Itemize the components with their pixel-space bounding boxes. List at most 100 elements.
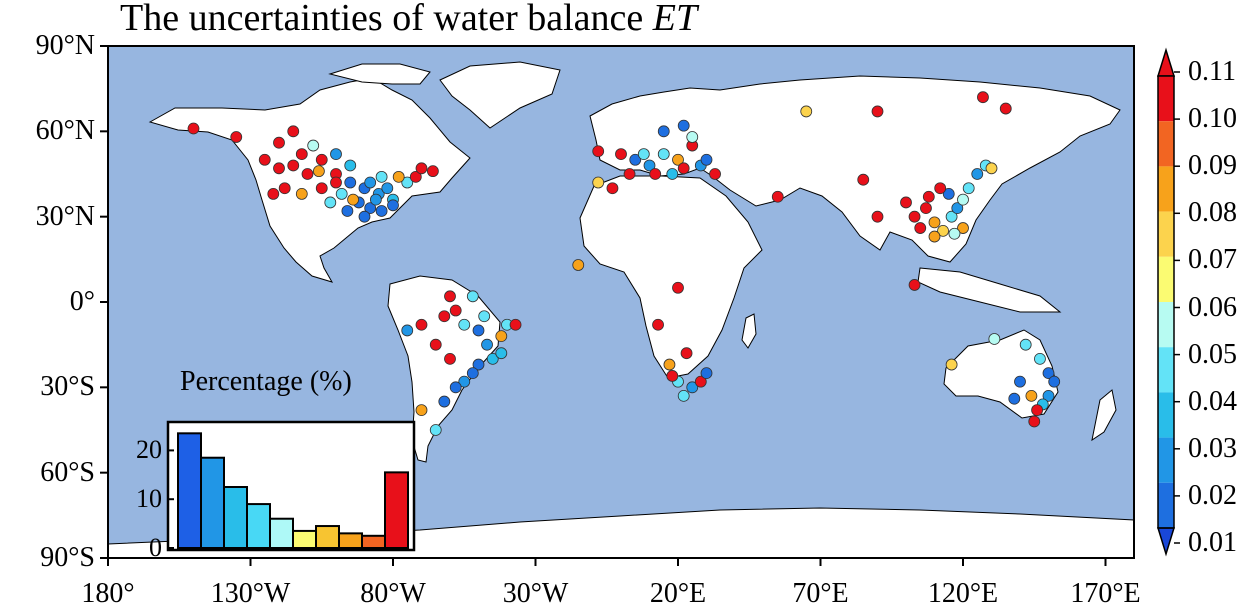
station-marker bbox=[977, 91, 989, 104]
station-marker bbox=[478, 310, 491, 323]
station-marker bbox=[971, 168, 984, 180]
station-marker bbox=[392, 170, 405, 183]
station-marker bbox=[375, 205, 388, 217]
station-marker bbox=[344, 176, 357, 189]
histogram-ytick-label: 0 bbox=[149, 533, 162, 562]
station-marker bbox=[871, 210, 884, 223]
station-marker bbox=[771, 190, 784, 203]
lat-tick-label: 30°N bbox=[35, 200, 95, 232]
station-marker bbox=[942, 188, 955, 200]
colorbar-tick-label: 0.08 bbox=[1188, 197, 1237, 229]
station-marker bbox=[509, 318, 522, 331]
station-marker bbox=[629, 153, 642, 166]
station-marker bbox=[295, 148, 308, 160]
landmass-new-zealand bbox=[1091, 389, 1117, 442]
station-marker bbox=[364, 176, 377, 189]
histogram-bar bbox=[338, 532, 363, 549]
colorbar-segment bbox=[1158, 437, 1174, 483]
station-marker bbox=[871, 105, 884, 118]
station-marker bbox=[908, 279, 921, 291]
station-marker bbox=[686, 381, 699, 394]
colorbar-tick-label: 0.11 bbox=[1188, 56, 1236, 87]
station-marker bbox=[1042, 367, 1055, 380]
station-marker bbox=[1048, 375, 1061, 388]
colorbar-extend-max bbox=[1156, 47, 1176, 77]
station-marker bbox=[1025, 389, 1038, 402]
station-marker bbox=[429, 424, 442, 436]
station-marker bbox=[495, 347, 508, 360]
station-marker bbox=[700, 367, 713, 380]
station-marker bbox=[920, 202, 932, 215]
station-marker bbox=[988, 333, 1001, 345]
station-marker bbox=[1028, 415, 1041, 428]
map-title: The uncertainties of water balance ET bbox=[120, 0, 698, 39]
histogram-ytick-label: 20 bbox=[136, 435, 162, 465]
station-marker bbox=[1034, 352, 1046, 365]
station-marker bbox=[928, 230, 941, 243]
station-marker bbox=[700, 153, 713, 166]
lon-tick-label: 70°E bbox=[792, 578, 849, 609]
lon-tick-label: 120°E bbox=[927, 578, 999, 609]
station-marker bbox=[295, 188, 308, 200]
station-marker bbox=[649, 168, 662, 180]
station-marker bbox=[1042, 389, 1055, 402]
station-marker bbox=[315, 182, 328, 195]
lat-tick-label: 90°S bbox=[40, 542, 95, 573]
station-marker bbox=[449, 304, 462, 317]
station-marker bbox=[415, 162, 428, 175]
colorbar-frame bbox=[1157, 75, 1175, 529]
station-marker bbox=[415, 404, 428, 416]
station-marker bbox=[466, 367, 479, 380]
station-marker bbox=[449, 381, 462, 394]
colorbar-tick-label: 0.10 bbox=[1188, 103, 1237, 135]
histogram-bar bbox=[177, 432, 202, 550]
station-marker bbox=[999, 102, 1012, 115]
station-marker bbox=[800, 105, 813, 118]
station-marker bbox=[315, 153, 328, 166]
station-marker bbox=[486, 352, 499, 365]
station-marker bbox=[686, 131, 699, 143]
station-marker bbox=[438, 310, 451, 323]
station-marker bbox=[381, 182, 394, 195]
station-marker bbox=[364, 202, 377, 215]
station-marker bbox=[677, 389, 690, 402]
station-marker bbox=[401, 176, 414, 189]
colorbar-segment bbox=[1158, 211, 1174, 257]
station-marker bbox=[287, 159, 300, 172]
colorbar-segment bbox=[1158, 256, 1174, 302]
station-marker bbox=[312, 165, 325, 178]
station-marker bbox=[592, 145, 605, 158]
lat-tick-label: 60°S bbox=[40, 456, 95, 488]
station-marker bbox=[324, 196, 337, 209]
station-marker bbox=[945, 358, 958, 371]
station-marker bbox=[948, 227, 961, 240]
station-marker bbox=[694, 375, 707, 388]
colorbar bbox=[1156, 47, 1180, 557]
station-marker bbox=[962, 182, 975, 195]
station-marker bbox=[444, 352, 456, 365]
station-marker bbox=[409, 170, 422, 183]
station-marker bbox=[187, 122, 200, 135]
station-marker bbox=[657, 148, 670, 160]
station-marker bbox=[572, 259, 585, 271]
station-marker bbox=[278, 182, 291, 195]
landmass-southeast-asia-islands bbox=[917, 267, 1062, 313]
station-marker bbox=[401, 324, 414, 337]
station-marker bbox=[672, 153, 684, 166]
station-marker bbox=[375, 170, 388, 183]
landmass-arctic-islands bbox=[328, 63, 431, 85]
station-marker bbox=[495, 330, 508, 343]
station-marker bbox=[934, 182, 947, 195]
station-marker bbox=[900, 196, 912, 209]
station-marker bbox=[922, 190, 935, 203]
histogram-bar bbox=[223, 486, 248, 549]
station-marker bbox=[937, 224, 949, 237]
station-marker bbox=[369, 193, 382, 206]
station-marker bbox=[481, 338, 493, 351]
station-marker bbox=[657, 125, 670, 138]
latitude-ticks bbox=[100, 45, 108, 559]
station-marker bbox=[301, 168, 314, 180]
colorbar-segment bbox=[1158, 166, 1174, 212]
station-marker bbox=[957, 222, 969, 234]
